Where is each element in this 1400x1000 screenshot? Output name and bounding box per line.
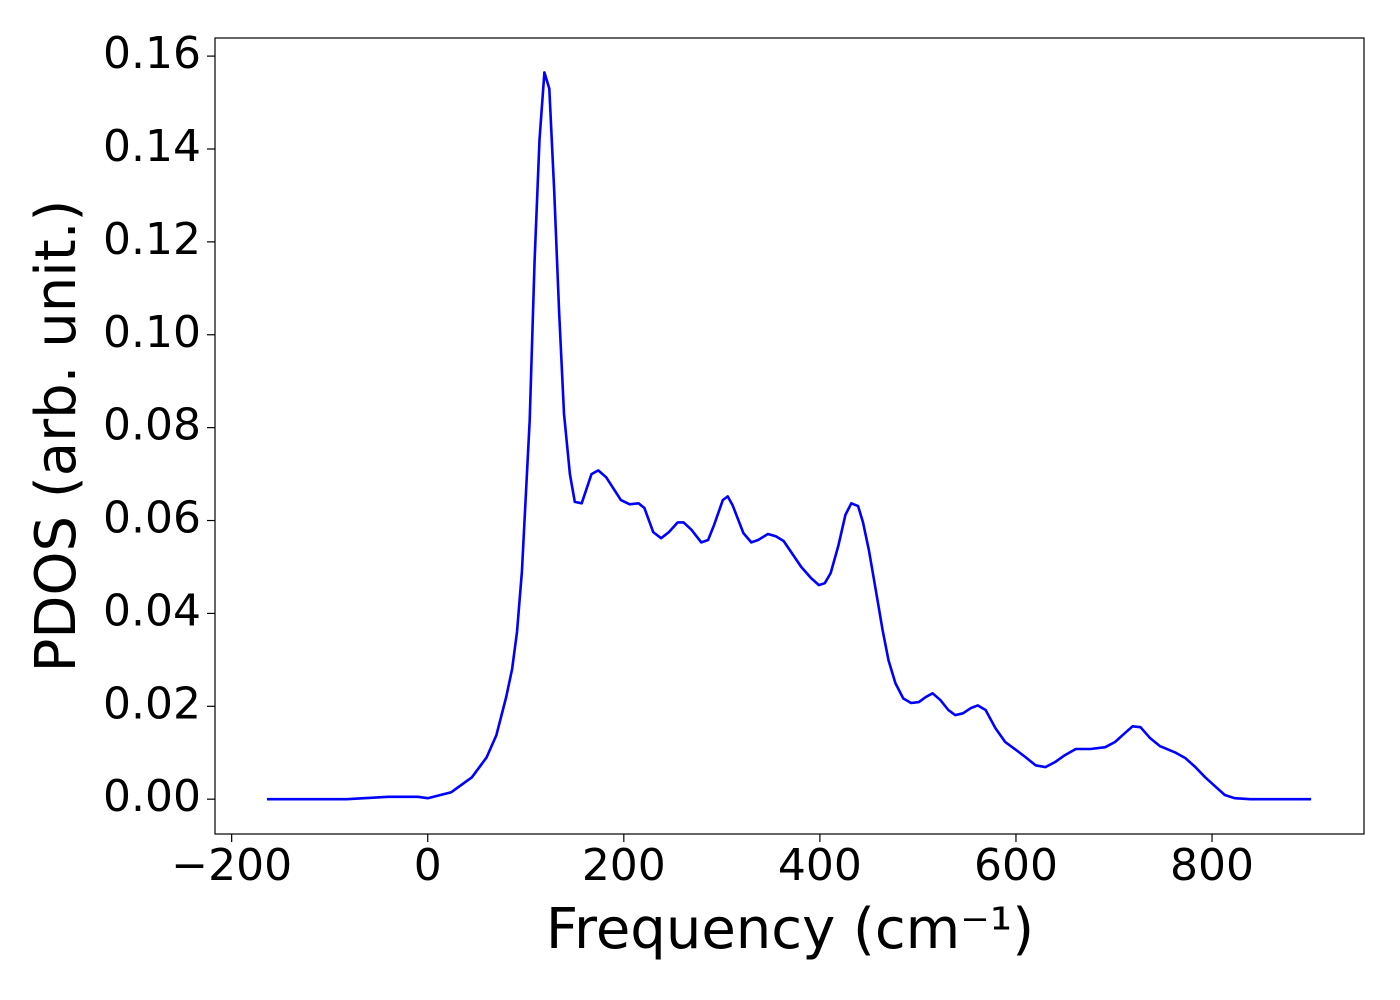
y-tick-label: 0.06: [103, 493, 201, 544]
y-tick-label: 0.12: [103, 214, 201, 265]
x-tick-label: 200: [582, 840, 666, 891]
y-tick-label: 0.10: [103, 307, 201, 358]
y-tick-label: 0.08: [103, 400, 201, 451]
x-axis-label: Frequency (cm⁻¹): [546, 897, 1034, 962]
x-tick-label: 0: [414, 840, 442, 891]
x-tick-label: 800: [1170, 840, 1254, 891]
data-line: [267, 71, 1312, 801]
y-axis-label: PDOS (arb. unit.): [24, 200, 89, 673]
x-tick-label: 600: [974, 840, 1058, 891]
y-tick-label: 0.02: [103, 678, 201, 729]
x-tick-label: −200: [171, 840, 292, 891]
y-tick-label: 0.04: [103, 585, 201, 636]
y-tick-label: 0.14: [103, 121, 201, 172]
x-tick-label: 400: [778, 840, 862, 891]
plot-frame: [214, 37, 1365, 835]
y-tick-label: 0.00: [103, 771, 201, 822]
y-tick-label: 0.16: [103, 28, 201, 79]
